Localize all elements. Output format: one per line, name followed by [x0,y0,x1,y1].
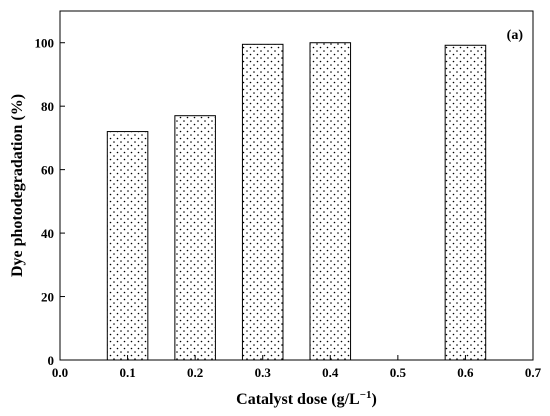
x-tick-label: 0.3 [255,365,272,380]
panel-label: (a) [507,28,524,43]
x-tick-label: 0.0 [52,365,68,380]
bars [106,42,487,361]
bar [174,115,216,361]
plot-frame [59,10,534,361]
x-axis-title-main: Catalyst dose (g/L [236,391,360,408]
bar [309,42,352,361]
x-axis-title-close: ) [372,391,377,408]
bar [106,131,149,361]
y-axis-ticks: 0 20 40 60 80 100 [35,36,65,368]
x-axis-title: Catalyst dose (g/L−1) [236,389,377,408]
x-tick-label: 0.6 [457,365,474,380]
x-tick-label: 0.1 [119,365,135,380]
x-tick-label: 0.4 [322,365,339,380]
x-tick-label: 0.5 [390,365,407,380]
y-tick-label: 40 [41,226,54,241]
x-axis-ticks: 0.0 0.1 0.2 0.3 0.4 0.5 0.6 0.7 [52,355,542,380]
bar [444,44,487,361]
x-tick-label: 0.7 [525,365,542,380]
y-tick-label: 0 [48,353,55,368]
x-tick-label: 0.2 [187,365,203,380]
y-tick-label: 60 [41,163,54,178]
bar [241,43,284,361]
y-tick-label: 80 [41,99,54,114]
y-tick-label: 100 [35,36,55,51]
y-tick-label: 20 [41,290,54,305]
x-axis-title-exponent: −1 [360,389,372,401]
y-axis-title: Dye photodegradation (%) [9,94,26,277]
